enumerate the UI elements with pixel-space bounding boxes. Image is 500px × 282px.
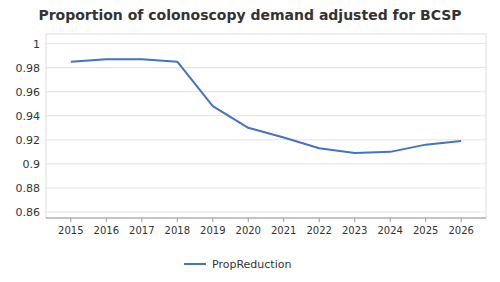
y-tick-label: 0.86 [16, 206, 41, 219]
grid-line [46, 211, 486, 212]
grid-line [46, 43, 486, 44]
grid-line [46, 139, 486, 140]
grid-line [46, 187, 486, 188]
y-tick-label: 0.98 [16, 62, 41, 75]
x-tick [70, 218, 71, 222]
x-tick [248, 218, 249, 222]
x-tick-label: 2026 [448, 225, 473, 236]
chart: Proportion of colonoscopy demand adjuste… [0, 0, 500, 282]
y-tick-label: 1 [33, 38, 40, 51]
title: Proportion of colonoscopy demand adjuste… [38, 7, 461, 23]
x-tick [177, 218, 178, 222]
x-tick-label: 2024 [377, 225, 402, 236]
grid-line [46, 67, 486, 68]
x-axis [46, 218, 486, 219]
x-tick [141, 218, 142, 222]
x-tick [283, 218, 284, 222]
x-tick-label: 2016 [94, 225, 119, 236]
x-tick [390, 218, 391, 222]
y-tick-label: 0.9 [23, 158, 41, 171]
x-tick [425, 218, 426, 222]
x-tick-label: 2025 [413, 225, 438, 236]
line [71, 59, 461, 153]
series-group [71, 59, 461, 153]
x-tick-label: 2018 [165, 225, 190, 236]
plot-frame [46, 34, 486, 218]
x-tick-label: 2019 [200, 225, 225, 236]
x-tick-label: 2021 [271, 225, 296, 236]
legend-swatch [184, 263, 206, 265]
legend: PropReduction [184, 258, 291, 271]
x-tick [319, 218, 320, 222]
x-tick-label: 2020 [236, 225, 261, 236]
y-tick-label: 0.96 [16, 86, 41, 99]
x-tick [354, 218, 355, 222]
legend-label: PropReduction [212, 258, 291, 271]
x-tick [106, 218, 107, 222]
x-tick-label: 2017 [129, 225, 154, 236]
grid-line [46, 91, 486, 92]
x-tick [461, 218, 462, 222]
grid-line [46, 115, 486, 116]
y-tick-label: 0.88 [16, 182, 41, 195]
x-tick-label: 2022 [306, 225, 331, 236]
x-tick-label: 2015 [58, 225, 83, 236]
x-tick-label: 2023 [342, 225, 367, 236]
grid-line [46, 163, 486, 164]
x-tick [212, 218, 213, 222]
y-tick-label: 0.92 [16, 134, 41, 147]
y-tick-label: 0.94 [16, 110, 41, 123]
